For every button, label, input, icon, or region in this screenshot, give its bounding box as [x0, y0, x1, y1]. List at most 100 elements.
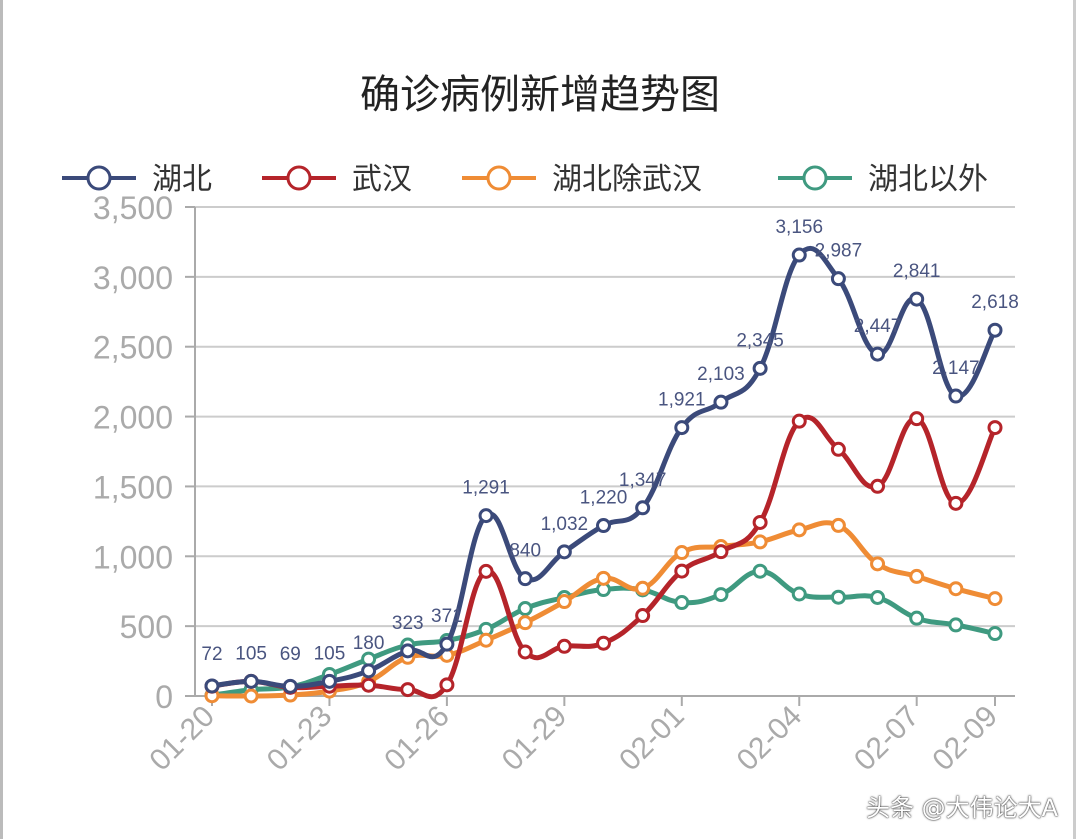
- data-point: [400, 643, 416, 659]
- data-point: [948, 581, 964, 597]
- data-point: [321, 673, 337, 689]
- data-point: [870, 478, 886, 494]
- data-label: 1,220: [580, 488, 628, 509]
- y-tick-label: 0: [155, 679, 173, 715]
- y-tick-label: 500: [120, 609, 173, 645]
- data-label: 2,447: [854, 316, 902, 337]
- data-point: [791, 247, 807, 263]
- data-point: [830, 517, 846, 533]
- legend-marker: [286, 165, 312, 191]
- legend-item: 湖北以外: [778, 162, 988, 197]
- data-point: [282, 678, 298, 694]
- data-point: [830, 441, 846, 457]
- data-label: 2,618: [971, 292, 1019, 313]
- data-point: [517, 601, 533, 617]
- legend-item: 湖北: [62, 162, 212, 197]
- data-point: [478, 563, 494, 579]
- data-point: [752, 514, 768, 530]
- data-point: [439, 677, 455, 693]
- y-tick-label: 3,500: [93, 190, 173, 226]
- legend-item: 武汉: [262, 162, 412, 197]
- data-point: [556, 544, 572, 560]
- data-point: [361, 677, 377, 693]
- data-point: [439, 636, 455, 652]
- data-label: 840: [509, 541, 541, 562]
- y-tick-label: 1,500: [93, 469, 173, 505]
- data-point: [361, 651, 377, 667]
- data-label: 105: [314, 643, 346, 664]
- y-tick-label: 2,000: [93, 400, 173, 436]
- data-point: [596, 518, 611, 534]
- data-point: [674, 563, 690, 579]
- data-point: [791, 413, 807, 429]
- legend-label: 湖北: [152, 162, 212, 197]
- data-label: 2,147: [932, 358, 980, 379]
- data-point: [987, 420, 1003, 436]
- data-point: [909, 291, 925, 307]
- legend-label: 湖北除武汉: [552, 162, 702, 197]
- data-point: [674, 545, 690, 561]
- y-tick-label: 1,000: [93, 539, 173, 575]
- data-point: [478, 632, 494, 648]
- data-point: [752, 360, 768, 376]
- data-label: 371: [431, 606, 463, 627]
- data-point: [713, 394, 729, 410]
- data-point: [635, 608, 651, 624]
- data-point: [517, 615, 533, 631]
- legend-marker: [486, 165, 512, 191]
- data-label: 2,841: [893, 261, 941, 282]
- legend-marker: [802, 165, 828, 191]
- data-point: [556, 638, 572, 654]
- data-point: [948, 388, 964, 404]
- x-tick-label: 01-26: [378, 700, 456, 778]
- data-point: [987, 591, 1003, 607]
- data-label: 2,345: [736, 330, 784, 351]
- data-point: [556, 594, 572, 610]
- legend-marker: [86, 165, 112, 191]
- legend-item: 湖北除武汉: [462, 162, 702, 197]
- y-tick-label: 3,000: [93, 260, 173, 296]
- data-label: 105: [235, 643, 267, 664]
- data-label: 1,291: [462, 478, 510, 499]
- data-point: [361, 663, 377, 679]
- data-point: [987, 626, 1003, 642]
- data-label: 69: [280, 644, 301, 665]
- data-point: [713, 544, 729, 560]
- chart-title: 确诊病例新增趋势图: [360, 72, 720, 118]
- data-point: [713, 587, 729, 603]
- data-point: [596, 570, 611, 586]
- data-label: 1,347: [619, 470, 667, 491]
- data-point: [517, 644, 533, 660]
- x-tick-label: 02-09: [926, 700, 1004, 778]
- data-point: [204, 678, 220, 694]
- data-label: 72: [201, 644, 222, 665]
- data-point: [830, 271, 846, 287]
- y-tick-label: 2,500: [93, 330, 173, 366]
- x-tick-label: 02-04: [731, 700, 809, 778]
- data-point: [870, 346, 886, 362]
- x-tick-label: 02-01: [613, 700, 691, 778]
- data-label: 3,156: [775, 217, 823, 238]
- data-point: [870, 556, 886, 572]
- data-point: [752, 534, 768, 550]
- data-label: 180: [353, 633, 385, 654]
- data-point: [752, 563, 768, 579]
- data-point: [635, 580, 651, 596]
- data-point: [987, 322, 1003, 338]
- data-point: [791, 522, 807, 538]
- legend-label: 湖北以外: [868, 162, 988, 197]
- data-point: [909, 568, 925, 584]
- data-point: [909, 411, 925, 427]
- data-point: [948, 495, 964, 511]
- data-point: [674, 420, 690, 436]
- x-tick-label: 01-23: [261, 700, 339, 778]
- data-point: [596, 635, 611, 651]
- data-point: [674, 595, 690, 611]
- data-point: [948, 617, 964, 633]
- data-point: [870, 590, 886, 606]
- data-label: 2,987: [815, 241, 863, 262]
- series-line: [211, 246, 998, 689]
